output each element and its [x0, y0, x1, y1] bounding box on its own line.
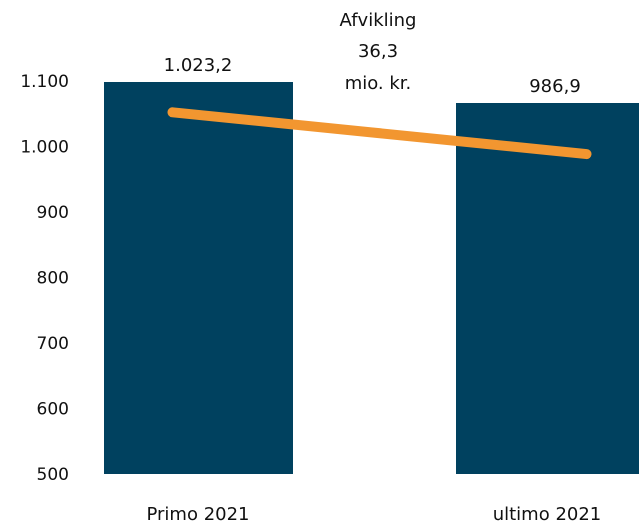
trend-line	[167, 107, 592, 160]
bar	[456, 103, 639, 474]
y-tick-label: 700	[37, 334, 69, 354]
annotation: Afvikling 36,3 mio. kr.	[340, 10, 417, 94]
y-axis: 500 600 700 800 900 1.000 1.100	[20, 72, 69, 485]
y-tick-label: 800	[37, 269, 69, 289]
y-tick-label: 1.000	[20, 138, 69, 158]
data-label: 986,9	[529, 76, 581, 97]
bar	[104, 82, 293, 474]
annotation-line: 36,3	[358, 41, 398, 62]
category-labels: Primo 2021 ultimo 2021	[146, 504, 601, 525]
trend-line-group	[167, 107, 592, 160]
y-tick-label: 600	[37, 400, 69, 420]
value-labels: 1.023,2 986,9	[164, 55, 581, 97]
y-tick-label: 1.100	[20, 72, 69, 92]
x-tick-label: ultimo 2021	[493, 504, 602, 525]
x-tick-label: Primo 2021	[146, 504, 249, 525]
y-tick-label: 900	[37, 203, 69, 223]
bars	[104, 82, 639, 474]
annotation-line: mio. kr.	[345, 73, 412, 94]
annotation-line: Afvikling	[340, 10, 417, 31]
y-tick-label: 500	[37, 465, 69, 485]
data-label: 1.023,2	[164, 55, 233, 76]
